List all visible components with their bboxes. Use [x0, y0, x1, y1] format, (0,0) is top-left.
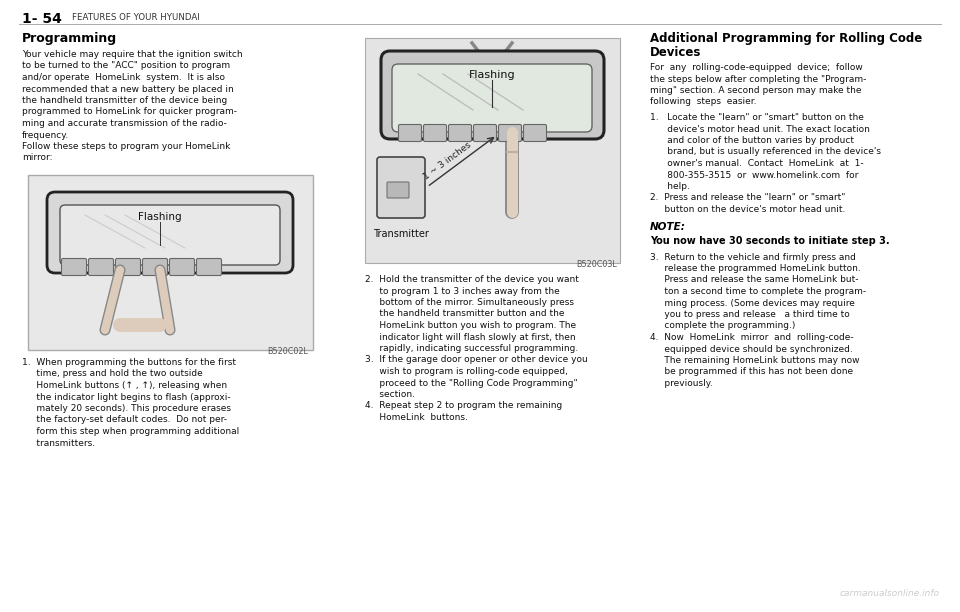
Text: release the programmed HomeLink button.: release the programmed HomeLink button. — [650, 264, 861, 273]
FancyBboxPatch shape — [381, 51, 604, 139]
FancyBboxPatch shape — [47, 192, 293, 273]
FancyBboxPatch shape — [115, 258, 140, 275]
Text: The remaining HomeLink buttons may now: The remaining HomeLink buttons may now — [650, 356, 859, 365]
Text: help.: help. — [650, 182, 690, 191]
FancyBboxPatch shape — [61, 258, 86, 275]
Text: 3.  Return to the vehicle and firmly press and: 3. Return to the vehicle and firmly pres… — [650, 253, 856, 261]
Text: HomeLink button you wish to program. The: HomeLink button you wish to program. The — [365, 321, 576, 330]
Text: 2.  Hold the transmitter of the device you want: 2. Hold the transmitter of the device yo… — [365, 275, 579, 284]
FancyBboxPatch shape — [398, 124, 421, 141]
Text: be programmed if this has not been done: be programmed if this has not been done — [650, 367, 853, 376]
Text: You now have 30 seconds to initiate step 3.: You now have 30 seconds to initiate step… — [650, 236, 890, 247]
Text: Programming: Programming — [22, 32, 117, 45]
Text: ming and accurate transmission of the radio-: ming and accurate transmission of the ra… — [22, 119, 227, 128]
Text: and color of the button varies by product: and color of the button varies by produc… — [650, 136, 854, 145]
Text: to program 1 to 3 inches away from the: to program 1 to 3 inches away from the — [365, 286, 560, 296]
Text: ming process. (Some devices may require: ming process. (Some devices may require — [650, 299, 854, 307]
Text: programmed to HomeLink for quicker program-: programmed to HomeLink for quicker progr… — [22, 108, 237, 116]
Text: 800-355-3515  or  www.homelink.com  for: 800-355-3515 or www.homelink.com for — [650, 171, 858, 179]
Text: the handheld transmitter button and the: the handheld transmitter button and the — [365, 310, 564, 318]
Text: section.: section. — [365, 390, 415, 399]
Text: proceed to the "Rolling Code Programming": proceed to the "Rolling Code Programming… — [365, 378, 578, 387]
Text: Additional Programming for Rolling Code: Additional Programming for Rolling Code — [650, 32, 923, 45]
Text: ton a second time to complete the program-: ton a second time to complete the progra… — [650, 287, 866, 296]
Text: the indicator light begins to flash (approxi-: the indicator light begins to flash (app… — [22, 392, 230, 401]
Text: button on the device's motor head unit.: button on the device's motor head unit. — [650, 205, 846, 214]
Text: the steps below after completing the "Program-: the steps below after completing the "Pr… — [650, 75, 866, 83]
Text: wish to program is rolling-code equipped,: wish to program is rolling-code equipped… — [365, 367, 568, 376]
Text: Transmitter: Transmitter — [373, 229, 429, 239]
Text: 3.  If the garage door opener or other device you: 3. If the garage door opener or other de… — [365, 356, 588, 365]
Text: you to press and release   a third time to: you to press and release a third time to — [650, 310, 850, 319]
FancyBboxPatch shape — [142, 258, 167, 275]
Text: the handheld transmitter of the device being: the handheld transmitter of the device b… — [22, 96, 228, 105]
Text: 1.   Locate the "learn" or "smart" button on the: 1. Locate the "learn" or "smart" button … — [650, 113, 864, 122]
Text: Devices: Devices — [650, 46, 702, 59]
Text: 2.  Press and release the "learn" or "smart": 2. Press and release the "learn" or "sma… — [650, 193, 846, 203]
Text: owner's manual.  Contact  HomeLink  at  1-: owner's manual. Contact HomeLink at 1- — [650, 159, 864, 168]
Text: Flashing: Flashing — [468, 70, 516, 80]
Text: 1.  When programming the buttons for the first: 1. When programming the buttons for the … — [22, 358, 236, 367]
Text: device's motor head unit. The exact location: device's motor head unit. The exact loca… — [650, 124, 870, 133]
Text: previously.: previously. — [650, 379, 712, 388]
Text: NOTE:: NOTE: — [650, 223, 685, 233]
FancyBboxPatch shape — [473, 124, 496, 141]
Text: equipped device should be synchronized.: equipped device should be synchronized. — [650, 345, 852, 354]
Text: frequency.: frequency. — [22, 130, 69, 140]
Text: Your vehicle may require that the ignition switch: Your vehicle may require that the igniti… — [22, 50, 243, 59]
Text: ming" section. A second person may make the: ming" section. A second person may make … — [650, 86, 861, 95]
Bar — [28, 175, 313, 350]
Text: following  steps  easier.: following steps easier. — [650, 97, 756, 106]
FancyBboxPatch shape — [392, 64, 592, 132]
Text: complete the programming.): complete the programming.) — [650, 321, 796, 330]
Text: rapidly, indicating successful programming.: rapidly, indicating successful programmi… — [365, 344, 578, 353]
Text: HomeLink  buttons.: HomeLink buttons. — [365, 413, 468, 422]
Text: and/or operate  HomeLink  system.  It is also: and/or operate HomeLink system. It is al… — [22, 73, 225, 82]
Text: the factory-set default codes.  Do not per-: the factory-set default codes. Do not pe… — [22, 416, 227, 425]
FancyBboxPatch shape — [498, 124, 521, 141]
FancyBboxPatch shape — [170, 258, 195, 275]
Text: Press and release the same HomeLink but-: Press and release the same HomeLink but- — [650, 275, 858, 285]
FancyBboxPatch shape — [423, 124, 446, 141]
Text: form this step when programming additional: form this step when programming addition… — [22, 427, 239, 436]
Text: 4.  Now  HomeLink  mirror  and  rolling-code-: 4. Now HomeLink mirror and rolling-code- — [650, 333, 853, 342]
Text: brand, but is usually referenced in the device's: brand, but is usually referenced in the … — [650, 147, 881, 157]
Text: 1- 54: 1- 54 — [22, 12, 61, 26]
Text: B520C02L: B520C02L — [267, 347, 308, 356]
Text: transmitters.: transmitters. — [22, 439, 95, 447]
FancyBboxPatch shape — [448, 124, 471, 141]
Text: mirror:: mirror: — [22, 154, 53, 163]
Text: HomeLink buttons (↑ , ↑), releasing when: HomeLink buttons (↑ , ↑), releasing when — [22, 381, 228, 390]
FancyBboxPatch shape — [387, 182, 409, 198]
FancyBboxPatch shape — [523, 124, 546, 141]
Text: 4.  Repeat step 2 to program the remaining: 4. Repeat step 2 to program the remainin… — [365, 401, 563, 411]
Text: 1 ~ 3 inches: 1 ~ 3 inches — [421, 140, 472, 182]
FancyBboxPatch shape — [88, 258, 113, 275]
Bar — [365, 38, 620, 263]
Text: indicator light will flash slowly at first, then: indicator light will flash slowly at fir… — [365, 332, 576, 341]
Text: time, press and hold the two outside: time, press and hold the two outside — [22, 370, 203, 378]
Text: recommended that a new battery be placed in: recommended that a new battery be placed… — [22, 84, 233, 94]
Text: carmanualsonline.info: carmanualsonline.info — [840, 589, 940, 598]
FancyBboxPatch shape — [377, 157, 425, 218]
Text: Follow these steps to program your HomeLink: Follow these steps to program your HomeL… — [22, 142, 230, 151]
FancyBboxPatch shape — [197, 258, 222, 275]
Text: to be turned to the "ACC" position to program: to be turned to the "ACC" position to pr… — [22, 61, 230, 70]
Text: bottom of the mirror. Simultaneously press: bottom of the mirror. Simultaneously pre… — [365, 298, 574, 307]
Text: FEATURES OF YOUR HYUNDAI: FEATURES OF YOUR HYUNDAI — [72, 13, 200, 22]
Text: B520C03L: B520C03L — [576, 260, 617, 269]
Text: For  any  rolling-code-equipped  device;  follow: For any rolling-code-equipped device; fo… — [650, 63, 863, 72]
Text: Flashing: Flashing — [138, 212, 181, 222]
Text: mately 20 seconds). This procedure erases: mately 20 seconds). This procedure erase… — [22, 404, 231, 413]
FancyBboxPatch shape — [60, 205, 280, 265]
